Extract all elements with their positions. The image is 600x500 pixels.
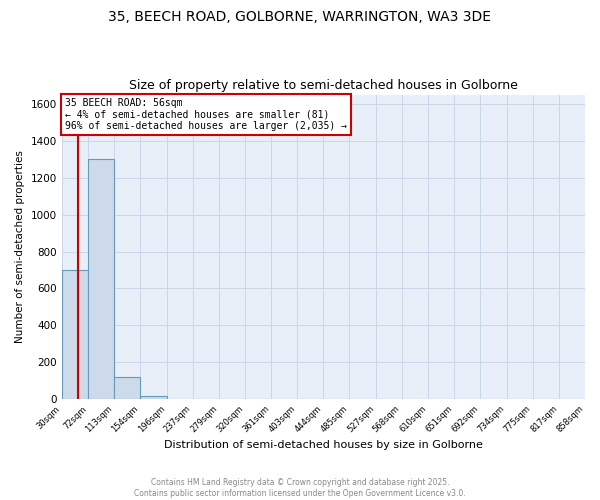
Text: Contains HM Land Registry data © Crown copyright and database right 2025.
Contai: Contains HM Land Registry data © Crown c… [134, 478, 466, 498]
Bar [62, 270, 88, 400]
Bar [114, 377, 140, 400]
Title: Size of property relative to semi-detached houses in Golborne: Size of property relative to semi-detach… [129, 79, 518, 92]
X-axis label: Distribution of semi-detached houses by size in Golborne: Distribution of semi-detached houses by … [164, 440, 483, 450]
Bar [140, 396, 167, 400]
Y-axis label: Number of semi-detached properties: Number of semi-detached properties [15, 150, 25, 344]
Text: 35 BEECH ROAD: 56sqm
← 4% of semi-detached houses are smaller (81)
96% of semi-d: 35 BEECH ROAD: 56sqm ← 4% of semi-detach… [65, 98, 347, 132]
Text: 35, BEECH ROAD, GOLBORNE, WARRINGTON, WA3 3DE: 35, BEECH ROAD, GOLBORNE, WARRINGTON, WA… [109, 10, 491, 24]
Bar [88, 159, 114, 400]
